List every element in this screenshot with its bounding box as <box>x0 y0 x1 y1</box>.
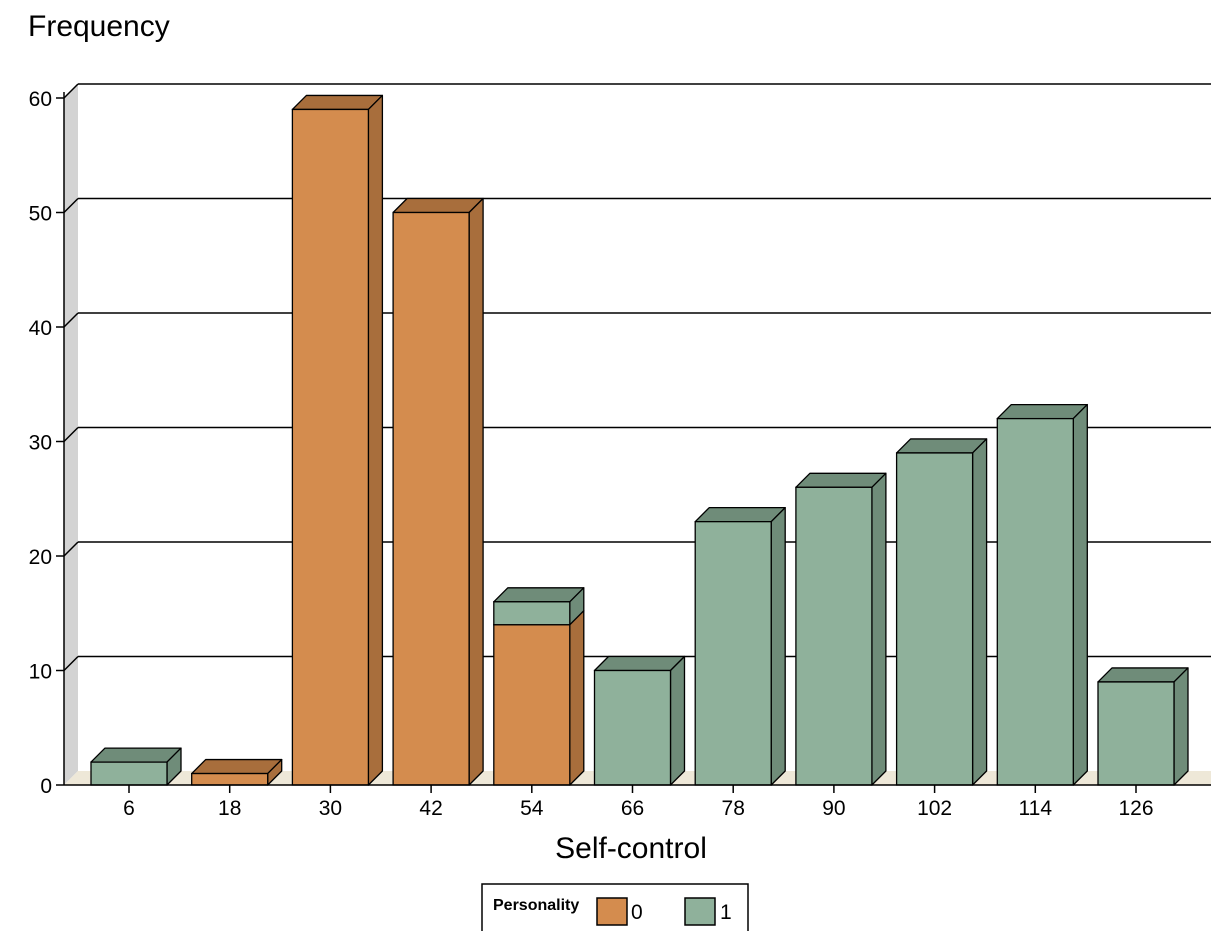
gridline-diagonal <box>63 197 79 214</box>
y-tick-label: 20 <box>29 546 52 569</box>
bar-90-series-1 <box>795 472 887 786</box>
bar-54-series-1 <box>493 587 585 626</box>
gridline-diagonal <box>63 426 79 443</box>
x-tick-label: 90 <box>822 797 845 820</box>
bar-42-series-0-front <box>392 211 470 786</box>
y-tick-label: 50 <box>29 203 52 226</box>
legend-label-1: 1 <box>720 901 732 924</box>
bar-114-series-1 <box>996 403 1088 786</box>
bar-30-series-0-side <box>367 94 384 786</box>
bar-102-series-1-top <box>895 438 988 454</box>
bar-102-series-1-front <box>895 452 974 786</box>
bar-30-series-0-front <box>291 108 370 786</box>
bar-102-series-1 <box>895 438 988 786</box>
bar-54-series-1-front <box>493 601 571 626</box>
bar-90-series-1-side <box>871 472 887 786</box>
bar-54-series-1-top <box>493 587 585 603</box>
bar-90-series-1-top <box>795 472 887 488</box>
gridline-diagonal <box>63 312 79 328</box>
y-tick-label: 30 <box>29 432 52 455</box>
gridline-diagonal <box>63 83 79 99</box>
bar-18-series-0-top <box>191 758 283 775</box>
x-tick-label: 18 <box>218 797 241 820</box>
y-tick-label: 10 <box>29 661 52 684</box>
bar-114-series-1-front <box>996 417 1074 786</box>
y-tick-label: 60 <box>29 88 52 111</box>
bar-114-series-1-side <box>1072 403 1088 786</box>
bar-78-series-1-side <box>770 506 786 786</box>
bar-18-series-0-front <box>191 772 269 786</box>
x-tick-label: 102 <box>917 797 952 820</box>
legend-swatch-1 <box>684 897 716 926</box>
bar-42-series-0 <box>392 197 484 786</box>
bar-102-series-1-side <box>971 438 988 786</box>
bar-78-series-1-top <box>694 506 786 523</box>
bar-114-series-1-top <box>996 403 1088 420</box>
bar-6-series-1-top <box>90 747 182 763</box>
x-tick-label: 30 <box>319 797 342 820</box>
bar-6-series-1-front <box>90 761 168 786</box>
gridline-diagonal <box>63 655 79 672</box>
x-axis-title: Self-control <box>555 832 707 865</box>
x-tick-label: 6 <box>123 797 135 820</box>
bar-126-series-1-front <box>1097 681 1175 786</box>
bar-30-series-0-top <box>291 94 384 111</box>
bar-66-series-1-front <box>593 669 672 786</box>
bar-126-series-1-top <box>1097 667 1189 683</box>
bar-90-series-1-front <box>795 486 873 786</box>
bar-54-series-0-side <box>569 610 585 786</box>
legend-title: Personality <box>493 897 579 914</box>
legend: Personality 0 1 <box>481 883 749 935</box>
bar-18-series-0 <box>191 758 283 786</box>
y-tick-label: 40 <box>29 317 52 340</box>
y-axis-title: Frequency <box>28 10 170 43</box>
gridline-diagonal <box>63 541 79 557</box>
legend-swatch-0 <box>596 897 628 926</box>
bar-30-series-0 <box>291 94 384 786</box>
bar-66-series-1-side <box>669 655 686 786</box>
x-tick-label: 114 <box>1019 797 1053 820</box>
bar-54-series-0 <box>493 610 585 786</box>
bar-42-series-0-side <box>468 197 484 786</box>
x-tick-label: 54 <box>520 797 544 820</box>
bar-66-series-1 <box>593 655 686 786</box>
y-tick-label: 0 <box>40 775 52 798</box>
bar-78-series-1 <box>694 506 786 786</box>
bar-42-series-0-top <box>392 197 484 214</box>
x-tick-label: 42 <box>419 797 442 820</box>
bar-54-series-0-front <box>493 624 571 786</box>
bar-78-series-1-front <box>694 521 772 786</box>
bar-126-series-1 <box>1097 667 1189 786</box>
bar-126-series-1-side <box>1173 667 1189 786</box>
x-tick-label: 66 <box>621 797 644 820</box>
axes: 0 10 20 30 40 50 60 6 18 30 42 54 66 78 90 102 114 126 <box>29 88 1211 820</box>
bars <box>90 94 1189 786</box>
bar-66-series-1-top <box>593 655 686 672</box>
legend-label-0: 0 <box>631 901 643 924</box>
x-tick-label: 78 <box>722 797 745 820</box>
x-tick-label: 126 <box>1118 797 1153 820</box>
bar-6-series-1 <box>90 747 182 786</box>
